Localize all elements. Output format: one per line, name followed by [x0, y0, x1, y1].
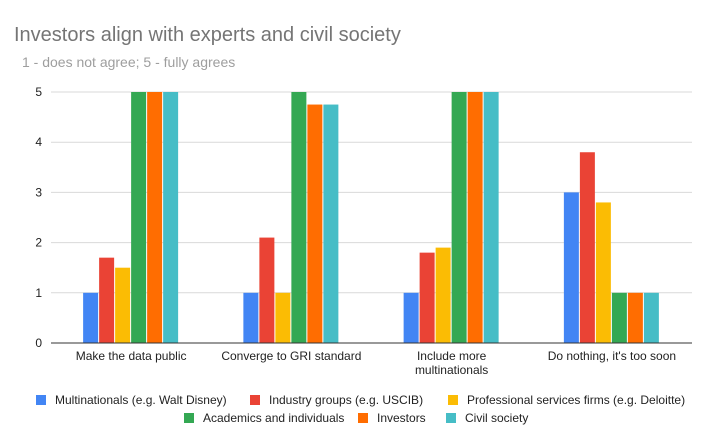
bar [483, 92, 499, 343]
x-axis-categories: Make the data public Converge to GRI stan… [76, 349, 676, 377]
chart-title: Investors align with experts and civil s… [14, 24, 401, 46]
x-category-label: Converge to GRI standard [221, 349, 361, 363]
bar [467, 92, 483, 343]
bar [275, 292, 291, 343]
legend-swatch [184, 413, 194, 423]
bar [291, 92, 307, 343]
legend: Multinationals (e.g. Walt Disney) Industr… [36, 393, 685, 425]
bar [627, 292, 643, 343]
x-category-label: Do nothing, it's too soon [548, 349, 676, 363]
bar [451, 92, 467, 343]
bar [611, 292, 627, 343]
x-category-label: Include more multinationals [415, 349, 488, 377]
legend-label: Multinationals (e.g. Walt Disney) [55, 393, 227, 407]
bar [643, 292, 659, 343]
legend-swatch [36, 395, 46, 405]
bar [419, 252, 435, 343]
legend-label: Industry groups (e.g. USCIB) [269, 393, 423, 407]
y-axis-ticks: 0 1 2 3 4 5 [35, 85, 42, 350]
bar [99, 257, 115, 343]
bar [147, 92, 163, 343]
bars [83, 92, 659, 343]
y-tick-label: 1 [35, 286, 42, 300]
bar [243, 292, 259, 343]
bar [163, 92, 179, 343]
legend-swatch [448, 395, 458, 405]
y-tick-label: 2 [35, 236, 42, 250]
legend-label: Professional services firms (e.g. Deloit… [467, 393, 685, 407]
bar [579, 152, 595, 343]
bar [307, 104, 323, 343]
y-tick-label: 5 [35, 85, 42, 99]
bar [435, 247, 451, 343]
chart-subtitle: 1 - does not agree; 5 - fully agrees [22, 54, 235, 70]
bar [403, 292, 419, 343]
legend-swatch [446, 413, 456, 423]
bar [131, 92, 147, 343]
bar [83, 292, 99, 343]
y-tick-label: 4 [35, 135, 42, 149]
y-tick-label: 0 [35, 336, 42, 350]
bar [323, 104, 339, 343]
bar [259, 237, 275, 343]
bar [563, 192, 579, 343]
legend-swatch [358, 413, 368, 423]
legend-label: Investors [377, 411, 426, 425]
y-tick-label: 3 [35, 185, 42, 199]
legend-label: Civil society [465, 411, 528, 425]
x-category-label: Make the data public [76, 349, 187, 363]
bar [595, 202, 611, 343]
bar [115, 267, 131, 343]
legend-label: Academics and individuals [203, 411, 344, 425]
legend-swatch [250, 395, 260, 405]
